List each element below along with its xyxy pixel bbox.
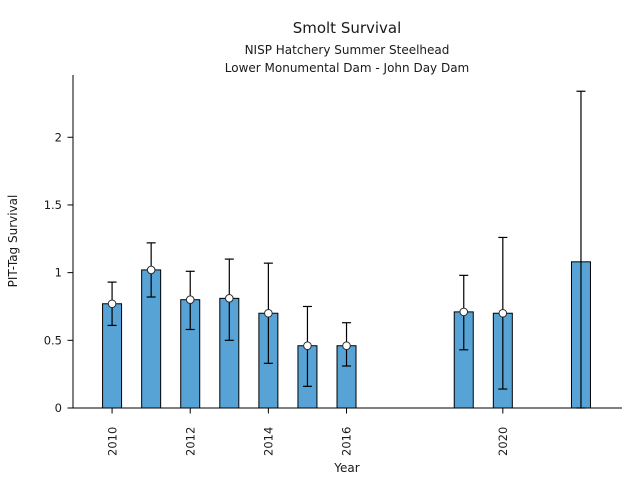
point-marker-2012 (185, 295, 195, 305)
y-axis-ticks: 0 0.5 1 1.5 2 (44, 130, 73, 415)
markers-group (107, 265, 508, 351)
y-tick-label-0.5: 0.5 (44, 333, 62, 347)
y-tick-label-0: 0 (55, 401, 62, 415)
x-tick-label-2014: 2014 (262, 427, 276, 456)
point-marker-2013 (224, 294, 234, 303)
y-tick-label-1: 1 (55, 266, 62, 280)
bars-group (102, 261, 591, 409)
x-tick-label-2016: 2016 (340, 427, 354, 456)
y-tick-label-2: 2 (55, 130, 62, 144)
y-axis-label: PIT-Tag Survival (6, 195, 20, 288)
y-tick-label-1.5: 1.5 (44, 198, 62, 212)
x-axis-ticks: 2010 2012 2014 2016 2020 (105, 408, 510, 456)
x-tick-label-2020: 2020 (496, 427, 510, 456)
point-marker-2014 (264, 308, 273, 318)
x-axis-label: Year (333, 461, 359, 475)
chart-subtitle-line1: NISP Hatchery Summer Steelhead (245, 43, 450, 57)
point-marker-2019 (459, 307, 469, 317)
chart-subtitle-line2: Lower Monumental Dam - John Day Dam (225, 61, 470, 75)
point-marker-2020 (498, 308, 508, 318)
point-marker-2015 (303, 341, 312, 351)
x-tick-label-2010: 2010 (105, 427, 119, 456)
point-marker-2011 (146, 265, 156, 275)
x-tick-label-2012: 2012 (183, 427, 197, 456)
point-marker-2010 (107, 299, 117, 309)
chart-title: Smolt Survival (293, 19, 402, 37)
point-marker-2016 (342, 341, 351, 351)
errorbars-group (107, 90, 586, 409)
